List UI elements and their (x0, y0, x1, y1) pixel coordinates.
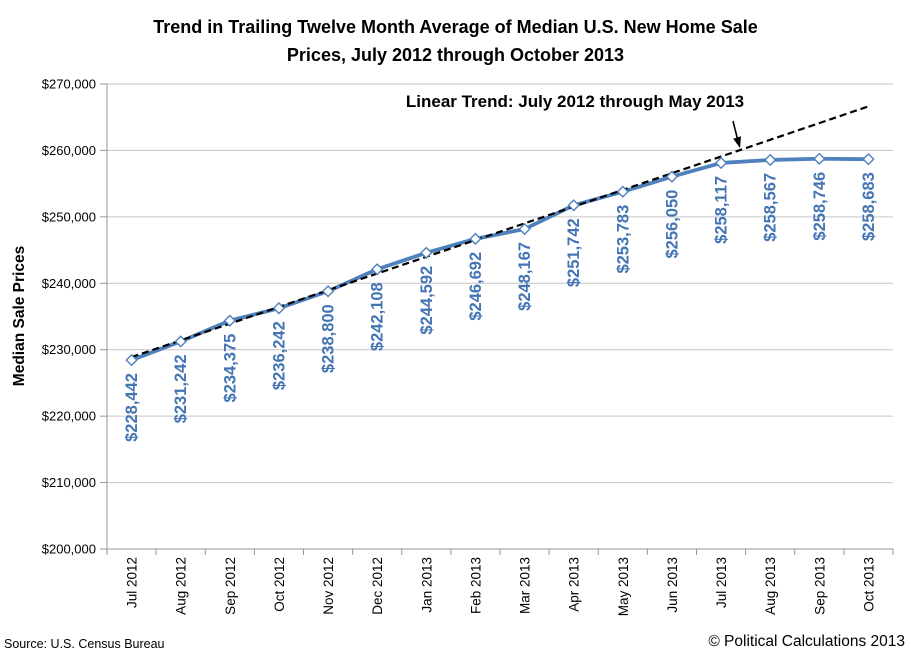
x-tick-label: Dec 2012 (370, 557, 385, 615)
data-label: $242,108 (369, 282, 387, 351)
x-tick-label: Sep 2012 (223, 557, 238, 615)
x-tick-label: Mar 2013 (518, 557, 533, 614)
source-note: Source: U.S. Census Bureau (4, 637, 165, 651)
series-marker (518, 222, 531, 236)
data-label: $258,683 (860, 172, 878, 241)
series-marker (813, 152, 826, 165)
y-tick-label: $210,000 (42, 475, 96, 490)
x-tick-label: Aug 2012 (174, 557, 189, 615)
y-tick-label: $270,000 (42, 77, 96, 92)
x-tick-label: Jan 2013 (419, 557, 434, 613)
x-tick-label: Aug 2013 (763, 557, 778, 615)
copyright-note: © Political Calculations 2013 (708, 633, 905, 650)
data-label: $253,783 (614, 205, 632, 274)
data-label: $251,742 (565, 218, 583, 287)
trend-line (131, 105, 869, 359)
x-tick-label: Jul 2013 (714, 557, 729, 608)
series-marker (272, 302, 286, 315)
series-marker (616, 185, 630, 198)
data-label: $248,167 (516, 242, 534, 311)
y-tick-label: $250,000 (42, 209, 96, 224)
data-label: $231,242 (172, 354, 190, 423)
data-label: $238,800 (320, 304, 338, 373)
chart-title-line1: Trend in Trailing Twelve Month Average o… (153, 17, 758, 37)
x-tick-label: Oct 2012 (272, 557, 287, 612)
series-marker (125, 353, 138, 367)
series-marker (862, 152, 875, 166)
x-tick-label: May 2013 (616, 557, 631, 616)
data-label: $228,442 (123, 373, 141, 442)
data-label: $258,117 (713, 176, 731, 244)
data-label: $258,746 (811, 172, 829, 241)
series-marker (567, 199, 580, 212)
x-tick-label: Feb 2013 (468, 557, 483, 614)
y-tick-label: $230,000 (42, 342, 96, 357)
series-marker (665, 170, 679, 183)
series-line (129, 156, 871, 362)
series-marker (469, 232, 482, 246)
y-tick-label: $220,000 (42, 409, 96, 424)
x-tick-label: Jun 2013 (665, 557, 680, 613)
x-tick-label: Apr 2013 (567, 557, 582, 612)
annotation-arrow-line (732, 120, 739, 140)
data-label: $244,592 (418, 266, 436, 335)
data-label: $236,242 (270, 321, 288, 390)
x-tick-label: Sep 2013 (812, 557, 827, 615)
x-tick-label: Nov 2012 (321, 557, 336, 615)
series-marker (420, 246, 433, 259)
x-tick-label: Oct 2013 (861, 557, 876, 612)
series-marker (763, 153, 777, 167)
y-tick-label: $240,000 (42, 276, 96, 291)
data-label: $246,692 (467, 252, 485, 321)
trend-annotation: Linear Trend: July 2012 through May 2013 (405, 92, 745, 111)
y-tick-label: $260,000 (42, 143, 96, 158)
annotation-arrow-head (733, 136, 741, 148)
x-tick-label: Jul 2012 (125, 557, 140, 608)
y-tick-label: $200,000 (42, 542, 96, 557)
series-marker (370, 263, 384, 276)
data-label: $256,050 (663, 190, 681, 259)
series-marker (223, 314, 237, 327)
series-marker (174, 335, 187, 348)
chart-title: Trend in Trailing Twelve Month Average o… (0, 13, 911, 69)
data-label: $234,375 (221, 334, 239, 403)
data-label: $258,567 (762, 173, 780, 242)
chart-title-line2: Prices, July 2012 through October 2013 (286, 45, 625, 65)
series-marker (714, 156, 728, 170)
series-marker (321, 285, 335, 298)
